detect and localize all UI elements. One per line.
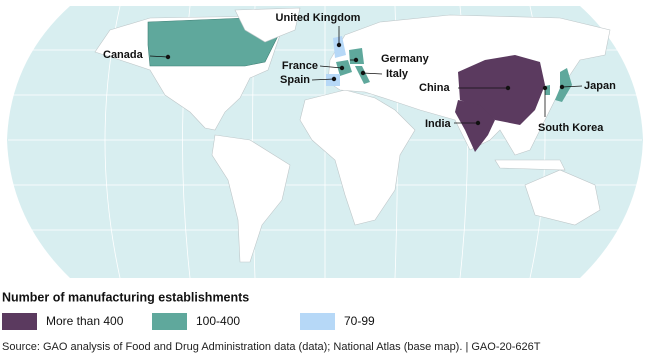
legend-swatch — [300, 313, 335, 330]
legend-swatch — [2, 313, 37, 330]
country-label: China — [419, 82, 450, 94]
leader — [561, 85, 583, 88]
country-label: United Kingdom — [276, 12, 361, 24]
dot — [339, 65, 345, 71]
leader — [149, 55, 169, 58]
country-label: Spain — [280, 74, 310, 86]
leader — [311, 78, 335, 81]
country-label: France — [282, 60, 318, 72]
dot — [353, 57, 359, 63]
world-map — [7, 5, 643, 279]
south-america — [211, 134, 291, 263]
country-label: Japan — [584, 80, 616, 92]
india — [455, 100, 495, 152]
country-label: Italy — [386, 68, 409, 80]
africa — [299, 89, 416, 226]
dot — [336, 42, 342, 48]
leader — [319, 65, 343, 69]
country-label: Canada — [103, 49, 144, 61]
dot — [165, 54, 171, 60]
legend-label: 100-400 — [196, 314, 240, 328]
source-note: Source: GAO analysis of Food and Drug Ad… — [2, 341, 541, 353]
legend-label: 70-99 — [344, 314, 375, 328]
leader — [362, 72, 383, 75]
dot — [505, 85, 511, 91]
legend-swatch — [152, 313, 187, 330]
dot — [360, 70, 366, 76]
legend: Number of manufacturing establishments M… — [2, 290, 375, 330]
japan — [555, 68, 572, 102]
dot — [331, 76, 337, 82]
country-label: India — [425, 118, 452, 130]
legend-label: More than 400 — [46, 314, 124, 328]
dot — [542, 85, 548, 91]
indonesia — [494, 159, 566, 171]
dot — [559, 84, 565, 90]
dot — [475, 120, 481, 126]
legend-title: Number of manufacturing establishments — [2, 290, 249, 304]
country-label: South Korea — [538, 122, 604, 134]
country-label: Germany — [381, 53, 430, 65]
dots — [165, 42, 565, 126]
labels: Canada United Kingdom Germany France Ita… — [103, 12, 616, 134]
greenland — [234, 7, 301, 43]
